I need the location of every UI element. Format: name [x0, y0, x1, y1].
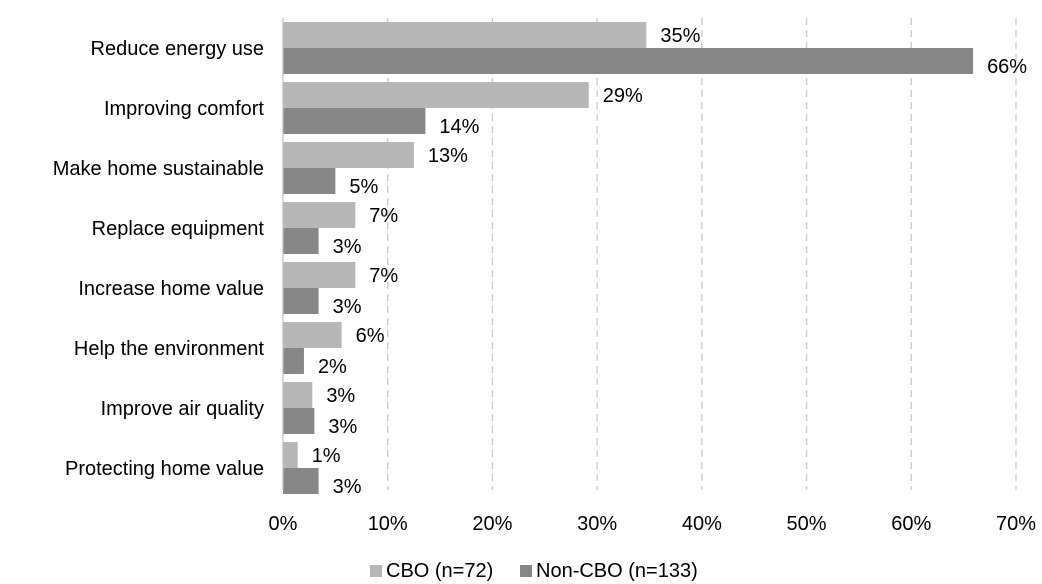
bar-cbo	[283, 82, 589, 108]
bar-non-cbo	[283, 228, 319, 254]
bar-non-cbo	[283, 48, 974, 74]
bar-cbo	[283, 22, 647, 48]
category-labels: Reduce energy use Improving comfort Make h…	[53, 38, 265, 480]
data-label: 3%	[326, 385, 355, 407]
bar-cbo	[283, 262, 356, 288]
legend-swatch	[520, 565, 532, 577]
x-tick-label: 50%	[787, 513, 827, 535]
category-label: Improve air quality	[101, 398, 264, 420]
category-label: Replace equipment	[92, 218, 265, 240]
legend-swatch	[370, 565, 382, 577]
x-tick-label: 20%	[472, 513, 512, 535]
data-label: 5%	[349, 176, 378, 198]
bar-cbo	[283, 322, 342, 348]
bars	[283, 22, 974, 494]
legend: CBO (n=72) Non-CBO (n=133)	[370, 560, 698, 582]
category-label: Make home sustainable	[53, 158, 264, 180]
bar-cbo	[283, 202, 356, 228]
category-label: Help the environment	[74, 338, 265, 360]
bar-non-cbo	[283, 408, 315, 434]
data-label: 14%	[439, 116, 479, 138]
data-label: 3%	[333, 296, 362, 318]
bar-non-cbo	[283, 168, 336, 194]
category-label: Reduce energy use	[91, 38, 264, 60]
x-tick-label: 70%	[996, 513, 1036, 535]
bar-cbo	[283, 382, 313, 408]
x-tick-label: 0%	[269, 513, 298, 535]
data-label: 6%	[356, 325, 385, 347]
x-tick-labels: 0% 10% 20% 30% 40% 50% 60% 70%	[269, 513, 1037, 535]
legend-label: Non-CBO (n=133)	[536, 560, 698, 582]
x-tick-label: 60%	[891, 513, 931, 535]
bar-non-cbo	[283, 288, 319, 314]
bar-cbo	[283, 442, 298, 468]
category-label: Improving comfort	[104, 98, 264, 120]
data-label: 2%	[318, 356, 347, 378]
x-tick-label: 10%	[368, 513, 408, 535]
bar-non-cbo	[283, 348, 304, 374]
data-label: 29%	[603, 85, 643, 107]
data-labels: 35% 66% 29% 14% 13% 5% 7% 3% 7% 3% 6% 2% 3% 3% 1% 3%	[312, 25, 1028, 498]
category-label: Increase home value	[78, 278, 264, 300]
category-label: Protecting home value	[65, 458, 264, 480]
data-label: 3%	[333, 476, 362, 498]
bar-cbo	[283, 142, 414, 168]
data-label: 66%	[987, 56, 1027, 78]
data-label: 35%	[660, 25, 700, 47]
legend-label: CBO (n=72)	[386, 560, 493, 582]
bar-non-cbo	[283, 468, 319, 494]
data-label: 3%	[333, 236, 362, 258]
x-tick-label: 40%	[682, 513, 722, 535]
data-label: 3%	[328, 416, 357, 438]
data-label: 13%	[428, 145, 468, 167]
bar-non-cbo	[283, 108, 426, 134]
x-tick-label: 30%	[577, 513, 617, 535]
data-label: 7%	[369, 205, 398, 227]
data-label: 1%	[312, 445, 341, 467]
data-label: 7%	[369, 265, 398, 287]
